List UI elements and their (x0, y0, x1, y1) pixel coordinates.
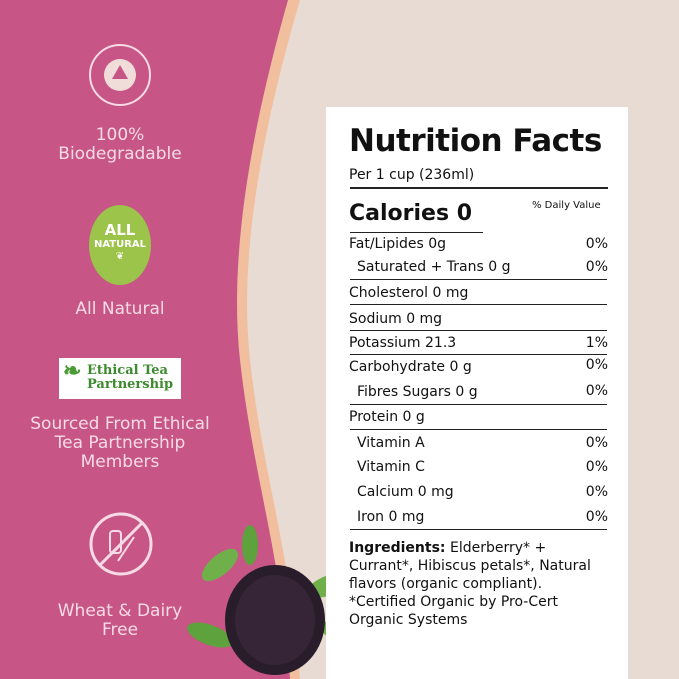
badge-text: ALL (104, 221, 136, 239)
calories: Calories 0 (349, 201, 473, 226)
nutrient-label: Carbohydrate 0 g (349, 359, 472, 375)
nutrient-dv: 0% (585, 236, 608, 252)
daily-value-header: % Daily Value (532, 200, 601, 211)
all-natural-badge-icon: ALL NATURAL ❦ (89, 205, 151, 285)
feature-label: All Natural (75, 299, 165, 319)
ethical-tea-logo: ❧ Ethical Tea Partnership (59, 358, 181, 399)
nutrient-dv: 0% (585, 459, 608, 475)
nutrient-label: Cholesterol 0 mg (349, 285, 469, 301)
nutrient-dv: 0% (585, 435, 608, 451)
nutrient-label: Vitamin A (357, 435, 425, 451)
leaf-icon: ❦ (115, 251, 125, 262)
no-wheat-dairy-icon (89, 512, 153, 576)
feature-label: Wheat & Dairy (57, 601, 183, 621)
nutrient-dv: 0% (585, 509, 608, 525)
nutrition-title: Nutrition Facts (349, 123, 602, 159)
elderberry-image (187, 525, 360, 675)
nutrient-dv: 0% (585, 357, 608, 373)
nutrient-label: Fat/Lipides 0g (349, 236, 447, 252)
certification-note: *Certified Organic by Pro-Cert Organic S… (349, 594, 558, 628)
nutrient-label: Calcium 0 mg (357, 484, 454, 500)
nutrient-label: Protein 0 g (349, 409, 425, 425)
feature-wheat-dairy: Wheat & Dairy Free (0, 602, 240, 640)
feature-label: Sourced From Ethical (30, 414, 210, 434)
nutrition-facts-panel: Nutrition Facts Per 1 cup (236ml) Calori… (326, 107, 628, 679)
nutrient-dv: 0% (585, 484, 608, 500)
logo-text: Partnership (87, 377, 174, 392)
badge-text: NATURAL (93, 239, 147, 250)
nutrient-label: Vitamin C (357, 459, 425, 475)
nutrient-label: Potassium 21.3 (349, 335, 457, 351)
feature-label: Tea Partnership (54, 433, 186, 453)
ingredients-text: Elderberry* + Currant*, Hibiscus petals*… (349, 540, 591, 592)
nutrient-label: Iron 0 mg (357, 509, 425, 525)
nutrient-label: Saturated + Trans 0 g (357, 259, 511, 275)
nutrient-label: Fibres Sugars 0 g (357, 384, 478, 400)
feature-label: Members (80, 452, 160, 472)
nutrient-dv: 1% (585, 335, 608, 351)
nutrient-dv: 0% (585, 383, 608, 399)
feature-label: 100% (95, 125, 145, 145)
feature-ethical-tea: Sourced From Ethical Tea Partnership Mem… (0, 415, 240, 472)
logo-text: Ethical Tea (87, 363, 168, 378)
nutrient-dv: 0% (585, 259, 608, 275)
ingredients: Ingredients: Elderberry* + Currant*, Hib… (349, 539, 611, 629)
serving-size: Per 1 cup (236ml) (349, 167, 475, 183)
ingredients-label: Ingredients: (349, 540, 446, 556)
feature-label: Free (101, 620, 139, 640)
feature-label: Biodegradable (58, 144, 182, 164)
biodegradable-badge-icon (89, 44, 151, 106)
leaf-icon: ❧ (63, 358, 82, 384)
nutrient-label: Sodium 0 mg (349, 311, 443, 327)
feature-biodegradable: 100% Biodegradable (0, 126, 240, 164)
